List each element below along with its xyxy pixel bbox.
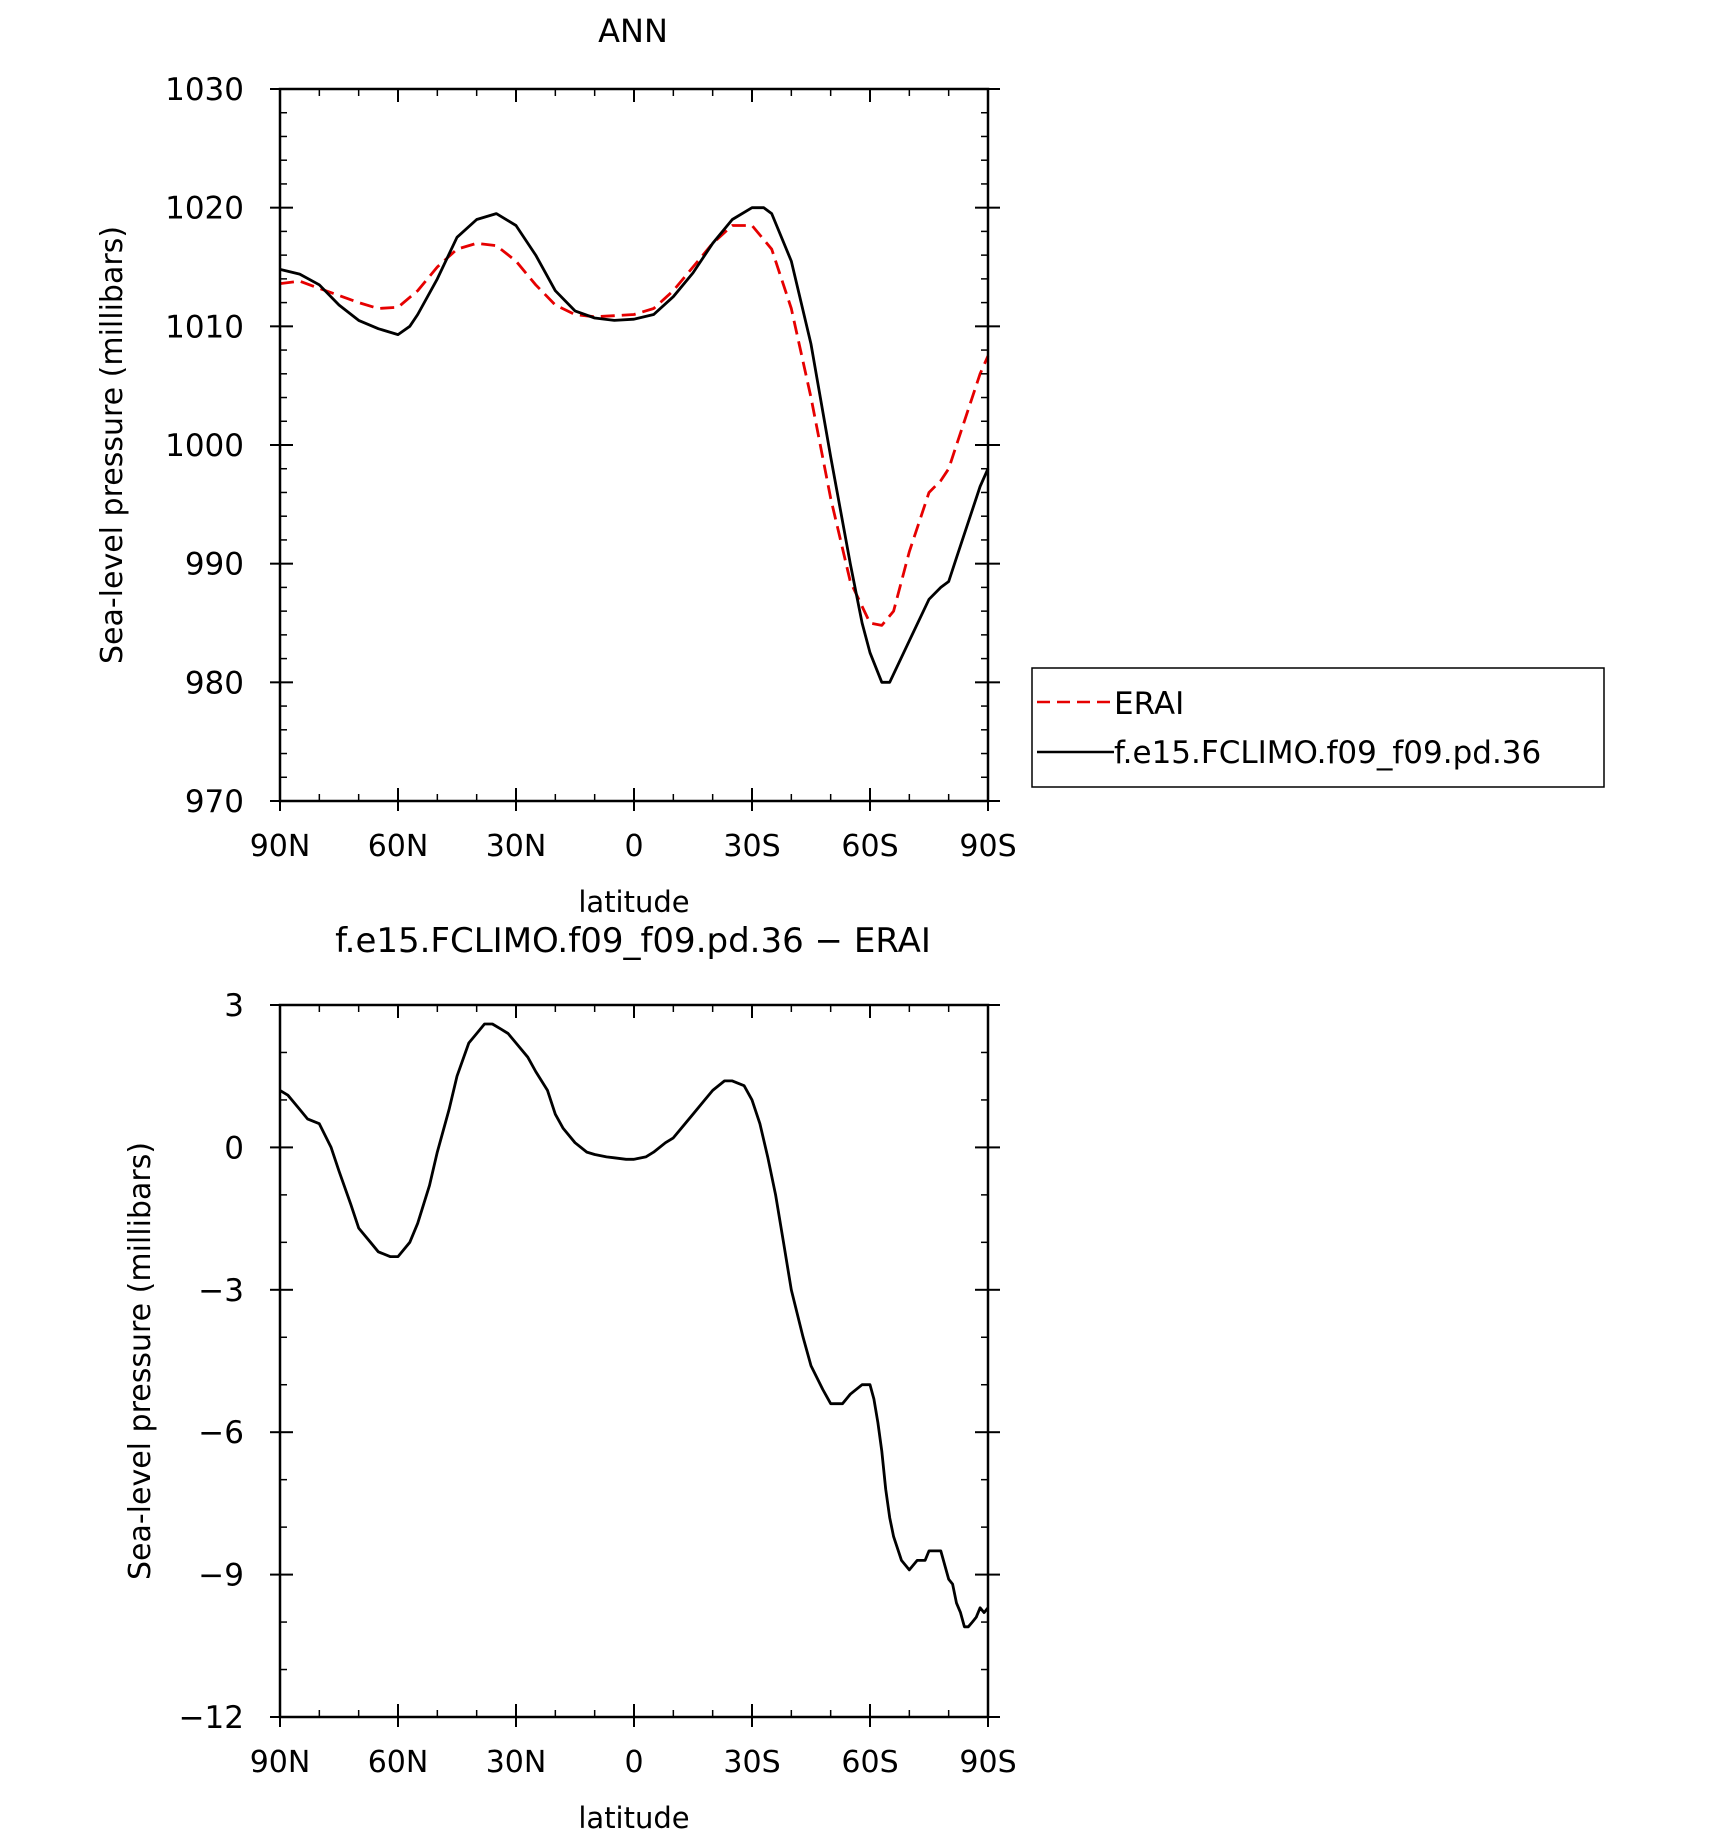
x-tick-label: 0 xyxy=(624,1745,643,1780)
x-tick-label: 90S xyxy=(959,829,1016,864)
y-tick-label: −9 xyxy=(198,1558,244,1594)
series-line-f-e15-fclimo-f09-f09-pd-36 xyxy=(279,206,990,684)
bottom-series-layer xyxy=(279,1022,990,1629)
top-chart: ANN 90N 60N 30N 0 30S 60S 90S 970 980 990 1000 1010… xyxy=(95,12,1017,919)
y-tick-label: 1030 xyxy=(165,72,244,108)
x-tick-label: 30N xyxy=(486,1745,547,1780)
bottom-x-axis-label: latitude xyxy=(578,1801,689,1833)
y-tick-label: 970 xyxy=(185,784,244,820)
x-tick-label: 60S xyxy=(841,1745,898,1780)
y-tick-label: 1020 xyxy=(165,191,244,227)
x-tick-label: 0 xyxy=(624,829,643,864)
y-tick-label: −12 xyxy=(179,1700,244,1736)
y-tick-label: −6 xyxy=(198,1415,244,1451)
x-tick-label: 30S xyxy=(723,829,780,864)
bottom-chart: f.e15.FCLIMO.f09_f09.pd.36 − ERAI 90N 60N… xyxy=(123,921,1017,1833)
x-tick-label: 90N xyxy=(250,1745,311,1780)
y-tick-label: 990 xyxy=(185,547,244,583)
x-tick-label: 60S xyxy=(841,829,898,864)
x-tick-label: 90S xyxy=(959,1745,1016,1780)
x-tick-label: 30S xyxy=(723,1745,780,1780)
legend: ERAI f.e15.FCLIMO.f09_f09.pd.36 xyxy=(1031,667,1605,788)
bottom-tick-layer: 90N 60N 30N 0 30S 60S 90S −12 −9 −6 −3 0 3 xyxy=(179,988,1017,1780)
top-series-layer xyxy=(279,206,990,684)
top-y-axis-label: Sea-level pressure (millibars) xyxy=(95,226,130,664)
legend-label-erai: ERAI xyxy=(1114,686,1184,722)
top-tick-layer: 90N 60N 30N 0 30S 60S 90S 970 980 990 1000 1010 1020… xyxy=(165,72,1017,864)
x-tick-label: 30N xyxy=(486,829,547,864)
bottom-chart-title: f.e15.FCLIMO.f09_f09.pd.36 − ERAI xyxy=(335,921,931,961)
series-line-erai xyxy=(279,224,990,627)
legend-label-model: f.e15.FCLIMO.f09_f09.pd.36 xyxy=(1114,735,1541,771)
y-tick-label: 3 xyxy=(224,988,244,1024)
x-tick-label: 90N xyxy=(250,829,311,864)
y-tick-label: −3 xyxy=(198,1273,244,1309)
bottom-y-axis-label: Sea-level pressure (millibars) xyxy=(123,1142,158,1580)
series-line-diff-0 xyxy=(279,1022,990,1629)
legend-box xyxy=(1031,667,1605,788)
top-x-axis-label: latitude xyxy=(578,885,689,919)
y-tick-label: 980 xyxy=(185,665,244,701)
x-tick-label: 60N xyxy=(368,829,429,864)
y-tick-label: 0 xyxy=(224,1130,244,1166)
y-tick-label: 1010 xyxy=(165,309,244,345)
top-chart-title: ANN xyxy=(598,12,668,50)
y-tick-label: 1000 xyxy=(165,428,244,464)
x-tick-label: 60N xyxy=(368,1745,429,1780)
